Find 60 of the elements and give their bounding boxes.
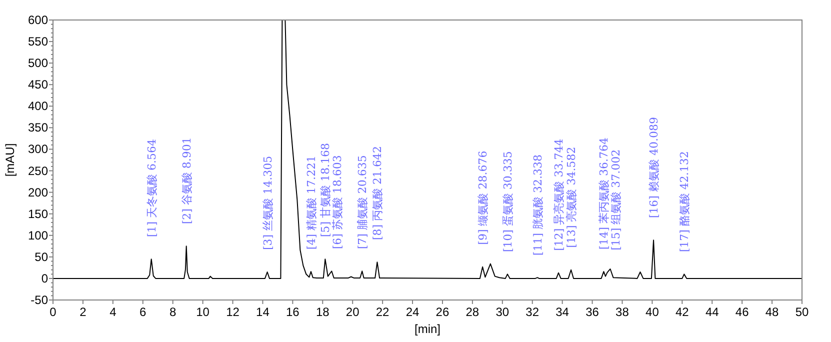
x-tick-label: 40 bbox=[646, 305, 660, 319]
annotation: [7] 脯氨酸 20.635 bbox=[356, 155, 370, 250]
y-tick-label: 450 bbox=[28, 78, 48, 92]
y-tick-label: 350 bbox=[28, 120, 48, 135]
x-axis-title: [min] bbox=[414, 322, 441, 336]
x-tick-label: 48 bbox=[765, 305, 780, 319]
x-tick-label: 30 bbox=[496, 305, 510, 319]
x-tick-label: 12 bbox=[226, 305, 240, 319]
x-tick-label: 24 bbox=[406, 305, 420, 319]
annotation: [3] 丝氨酸 14.305 bbox=[261, 156, 274, 250]
annotation: [4] 精氨酸 17.221 bbox=[304, 155, 318, 250]
x-tick-label: 6 bbox=[140, 305, 147, 319]
annotation: [5] 甘氨酸 18.168 bbox=[319, 143, 332, 238]
annotation: [16] 赖氨酸 40.089 bbox=[648, 117, 661, 218]
line-series bbox=[53, 20, 802, 279]
x-tick-label: 2 bbox=[80, 305, 87, 319]
x-tick-label: 0 bbox=[50, 305, 57, 319]
x-tick-label: 46 bbox=[735, 305, 750, 319]
y-tick-label: 250 bbox=[28, 164, 48, 178]
annotation: [9] 缬氨酸 28.676 bbox=[476, 150, 490, 245]
annotation: [14] 苯丙氨酸 36.764 bbox=[598, 138, 611, 250]
y-tick-label: 100 bbox=[28, 228, 48, 242]
y-tick-label: 150 bbox=[28, 206, 48, 221]
y-tick-label: 300 bbox=[28, 142, 48, 156]
x-tick-label: 26 bbox=[436, 305, 450, 319]
x-tick-label: 4 bbox=[110, 305, 117, 319]
annotation: [2] 谷氨酸 8.901 bbox=[180, 137, 194, 224]
y-tick-label: 400 bbox=[28, 99, 48, 114]
annotation: [15] 组氨酸 37.002 bbox=[610, 149, 623, 250]
x-tick-label: 36 bbox=[586, 305, 600, 319]
x-tick-label: 38 bbox=[616, 305, 630, 319]
x-tick-label: 50 bbox=[795, 305, 809, 319]
annotation: [6] 苏氨酸 18.603 bbox=[331, 155, 344, 250]
x-tick-label: 44 bbox=[705, 305, 720, 319]
annotation: [13] 亮氨酸 34.582 bbox=[565, 146, 578, 248]
y-tick-label: -50 bbox=[30, 293, 48, 307]
y-tick-label: 500 bbox=[28, 56, 48, 70]
y-tick-label: 50 bbox=[34, 250, 48, 264]
x-tick-label: 16 bbox=[286, 305, 300, 319]
annotation: [12] 异亮氨酸 33.744 bbox=[552, 138, 566, 251]
x-tick-label: 8 bbox=[169, 305, 176, 319]
annotation: [1] 天冬氨酸 6.564 bbox=[145, 139, 158, 238]
y-tick-label: 600 bbox=[28, 13, 48, 27]
y-tick-label: 200 bbox=[28, 185, 48, 200]
annotation: [10] 蛋氨酸 30.335 bbox=[501, 151, 514, 252]
annotation: [11] 胱氨酸 32.338 bbox=[531, 154, 544, 256]
y-tick-label: 0 bbox=[41, 271, 48, 286]
y-tick-label: 550 bbox=[28, 34, 48, 49]
x-tick-label: 14 bbox=[256, 305, 270, 319]
x-tick-label: 22 bbox=[376, 305, 390, 319]
y-axis-title: [mAU] bbox=[3, 143, 17, 177]
x-tick-label: 10 bbox=[196, 305, 210, 319]
annotation: [17] 酪氨酸 42.132 bbox=[678, 151, 692, 252]
x-tick-label: 20 bbox=[346, 305, 360, 319]
x-tick-label: 34 bbox=[556, 305, 570, 319]
x-tick-label: 18 bbox=[316, 305, 330, 319]
x-tick-label: 42 bbox=[675, 305, 690, 319]
x-tick-label: 32 bbox=[526, 305, 540, 319]
annotation: [8] 丙氨酸 21.642 bbox=[371, 146, 384, 240]
x-tick-label: 28 bbox=[466, 305, 480, 319]
